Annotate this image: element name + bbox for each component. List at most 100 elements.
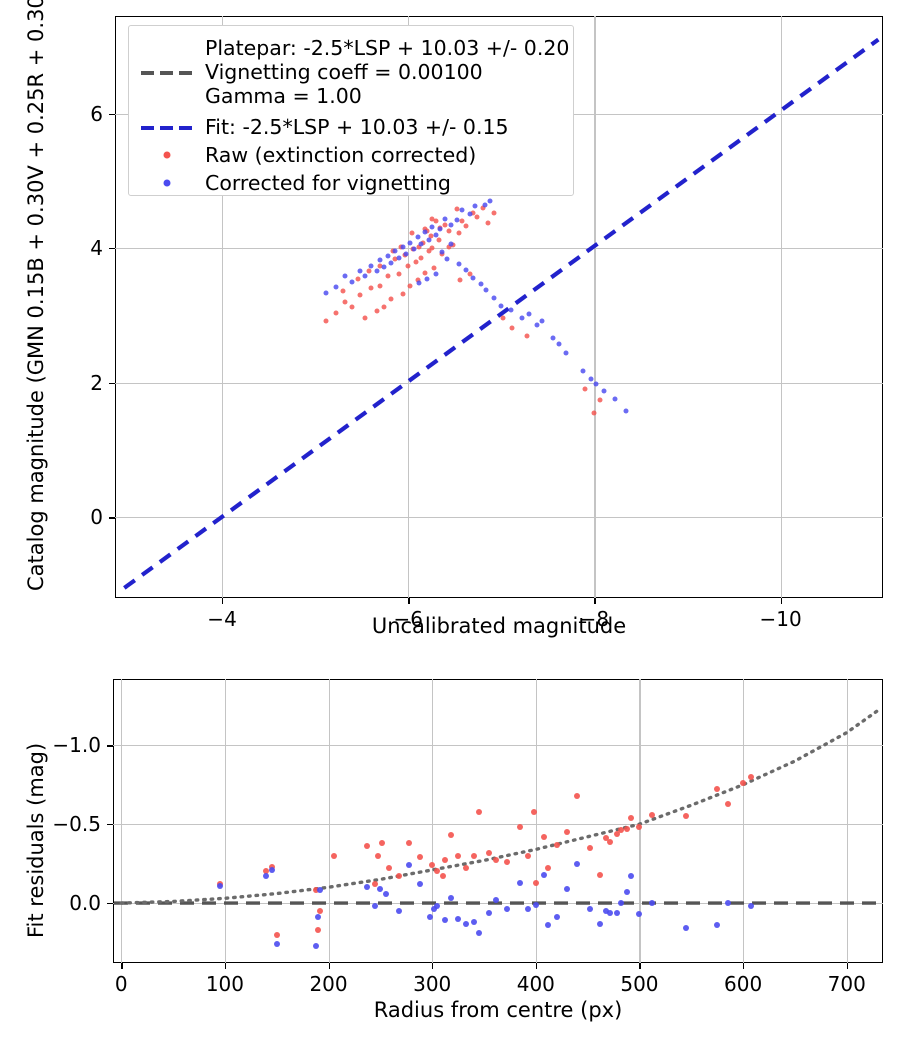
scatter-point — [406, 263, 411, 268]
scatter-point — [683, 813, 689, 819]
x-tick-label: 100 — [206, 974, 244, 994]
legend-label-fit: Fit: -2.5*LSP + 10.03 +/- 0.15 — [205, 115, 509, 139]
scatter-point — [601, 388, 606, 393]
scatter-point — [442, 917, 448, 923]
scatter-point — [396, 255, 401, 260]
scatter-point — [430, 216, 435, 221]
scatter-point — [443, 216, 448, 221]
scatter-point — [525, 906, 531, 912]
scatter-point — [486, 910, 492, 916]
scatter-point — [597, 921, 603, 927]
y-tick-label: 2 — [0, 373, 103, 393]
scatter-point — [396, 908, 402, 914]
scatter-point — [445, 256, 450, 261]
y-tick — [107, 824, 113, 825]
scatter-point — [714, 922, 720, 928]
scatter-point — [436, 238, 441, 243]
scatter-point — [364, 843, 370, 849]
scatter-point — [471, 853, 477, 859]
scatter-point — [447, 228, 452, 233]
scatter-point — [440, 873, 446, 879]
legend-entry-fit: Fit: -2.5*LSP + 10.03 +/- 0.15 — [141, 114, 509, 140]
scatter-point — [424, 277, 429, 282]
scatter-point — [432, 266, 437, 271]
x-tick — [222, 598, 223, 604]
x-tick — [408, 598, 409, 604]
y-tick-label: −1.0 — [0, 735, 101, 755]
legend-label-corrected: Corrected for vignetting — [205, 171, 451, 195]
scatter-point — [269, 867, 275, 873]
scatter-point — [430, 224, 435, 229]
y-tick — [107, 903, 113, 904]
figure-canvas: −4−6−8−100246 Uncalibrated magnitude Cat… — [0, 0, 900, 1050]
gridline-vertical — [781, 16, 782, 598]
y-tick — [109, 517, 115, 518]
scatter-point — [564, 351, 569, 356]
scatter-point — [374, 269, 379, 274]
scatter-point — [564, 829, 570, 835]
scatter-point — [517, 824, 523, 830]
scatter-point — [274, 932, 280, 938]
scatter-point — [463, 223, 468, 228]
y-tick — [107, 745, 113, 746]
scatter-point — [357, 269, 362, 274]
scatter-point — [614, 910, 620, 916]
scatter-point — [581, 368, 586, 373]
scatter-point — [375, 853, 381, 859]
scatter-point — [467, 212, 472, 217]
scatter-point — [525, 333, 530, 338]
scatter-point — [315, 927, 321, 933]
legend-label-platepar-line3: Gamma = 1.00 — [205, 84, 569, 108]
gridline-horizontal — [113, 745, 883, 746]
scatter-point — [463, 921, 469, 927]
scatter-point — [363, 274, 368, 279]
scatter-point — [476, 930, 482, 936]
scatter-point — [460, 219, 465, 224]
scatter-point — [385, 254, 390, 259]
x-tick — [536, 963, 537, 969]
y-tick-label: −0.5 — [0, 814, 101, 834]
scatter-point — [534, 322, 539, 327]
scatter-point — [434, 271, 439, 276]
scatter-point — [533, 880, 539, 886]
scatter-point — [454, 217, 459, 222]
scatter-point — [324, 318, 329, 323]
scatter-point — [607, 839, 613, 845]
y-tick — [109, 114, 115, 115]
scatter-point — [748, 903, 754, 909]
scatter-point — [460, 208, 465, 213]
scatter-point — [449, 223, 454, 228]
gridline-vertical — [432, 679, 433, 963]
scatter-point — [592, 410, 597, 415]
scatter-point — [342, 299, 347, 304]
scatter-point — [508, 308, 513, 313]
scatter-point — [458, 278, 463, 283]
scatter-point — [331, 853, 337, 859]
x-tick — [121, 963, 122, 969]
scatter-point — [588, 376, 593, 381]
scatter-point — [217, 883, 223, 889]
scatter-point — [618, 900, 624, 906]
legend-label-platepar-line2: Vignetting coeff = 0.00100 — [205, 60, 569, 84]
scatter-point — [624, 408, 629, 413]
scatter-point — [369, 263, 374, 268]
scatter-point — [333, 285, 338, 290]
scatter-point — [434, 232, 439, 237]
scatter-point — [649, 812, 655, 818]
x-tick-label: 300 — [413, 974, 451, 994]
scatter-point — [545, 865, 551, 871]
scatter-point — [491, 211, 496, 216]
scatter-point — [408, 283, 413, 288]
scatter-point — [476, 809, 482, 815]
y-tick-label: 4 — [0, 238, 103, 258]
red-dot-marker-icon — [141, 148, 193, 162]
scatter-point — [628, 873, 634, 879]
scatter-point — [683, 925, 689, 931]
scatter-point — [350, 279, 355, 284]
scatter-point — [519, 316, 524, 321]
scatter-point — [554, 842, 560, 848]
scatter-point — [413, 259, 418, 264]
scatter-point — [527, 312, 532, 317]
x-tick — [743, 963, 744, 969]
scatter-point — [557, 341, 562, 346]
